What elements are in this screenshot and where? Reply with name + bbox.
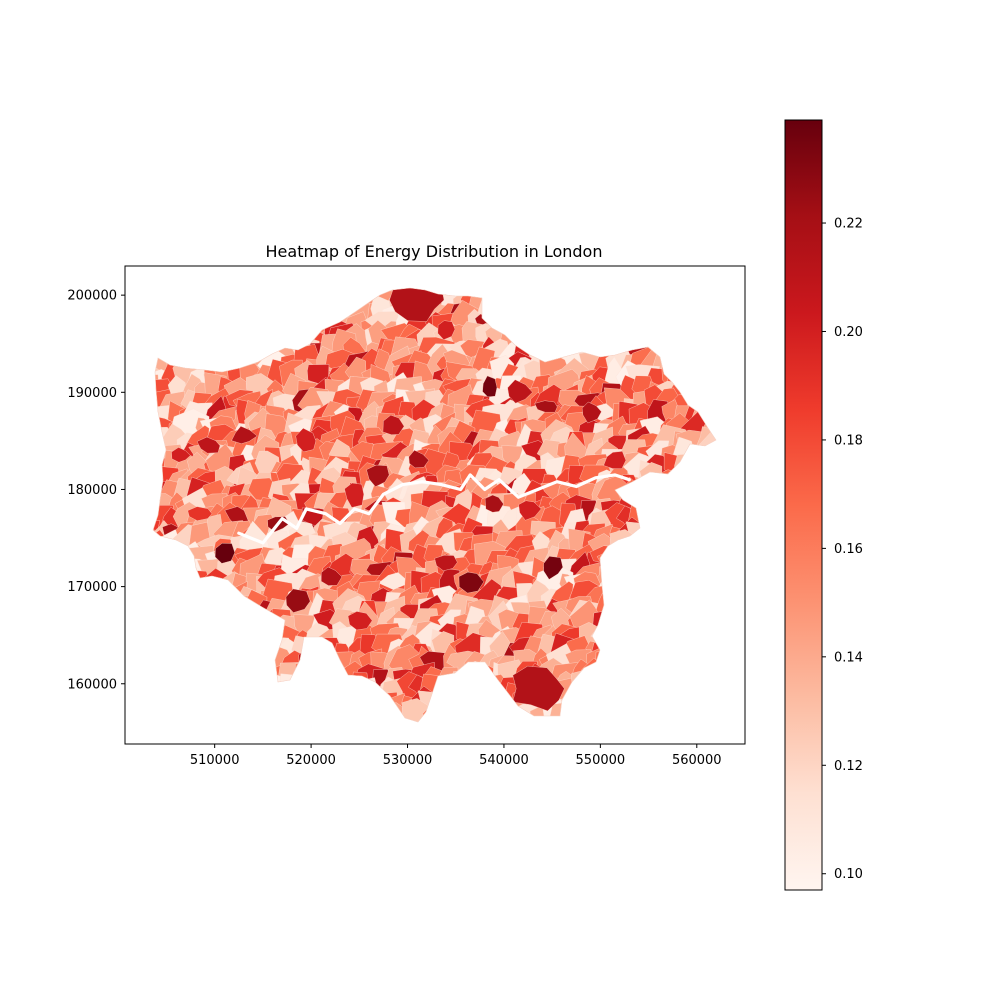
high-energy-region: [482, 375, 498, 398]
y-tick-label: 200000: [67, 289, 117, 304]
high-energy-region: [408, 449, 430, 469]
colorbar-tick-label: 0.10: [834, 867, 863, 882]
high-energy-region: [295, 427, 317, 453]
london-outline: [152, 287, 717, 723]
high-energy-region: [214, 542, 236, 564]
high-energy-region: [512, 665, 565, 712]
x-tick-label: 550000: [576, 753, 626, 768]
river-thames: [237, 473, 631, 545]
colorbar-ticks: 0.10 0.12 0.14 0.16 0.18 0.20 0.22: [822, 217, 863, 882]
high-energy-region: [171, 447, 191, 463]
colorbar-tick-label: 0.16: [834, 542, 863, 557]
high-energy-region: [437, 320, 456, 340]
plot-frame: [124, 265, 746, 745]
x-tick-label: 520000: [286, 753, 336, 768]
y-tick-label: 170000: [67, 580, 117, 595]
high-energy-region: [518, 500, 542, 521]
high-energy-region: [507, 379, 533, 404]
high-energy-region: [344, 482, 365, 508]
high-energy-region: [320, 566, 343, 586]
high-energy-region: [187, 506, 213, 521]
x-tick-label: 510000: [190, 753, 240, 768]
colorbar-tick-label: 0.14: [834, 650, 863, 665]
x-tick-label: 530000: [383, 753, 433, 768]
borough-cell: [378, 572, 411, 590]
y-tick-label: 190000: [67, 386, 117, 401]
high-energy-region: [543, 556, 564, 580]
high-energy-region: [285, 588, 311, 613]
x-axis: 510000 520000 530000 540000 550000 560000: [190, 744, 722, 768]
colorbar-tick-label: 0.22: [834, 217, 863, 232]
x-tick-label: 540000: [479, 753, 529, 768]
colorbar: 0.10 0.12 0.14 0.16 0.18 0.20 0.22: [784, 119, 863, 891]
high-energy-region: [434, 555, 458, 572]
high-energy-region: [366, 464, 390, 487]
high-energy-regions: [171, 288, 627, 712]
colorbar-tick-label: 0.20: [834, 325, 863, 340]
high-energy-region: [581, 401, 602, 424]
high-energy-region: [382, 414, 405, 435]
y-tick-label: 160000: [67, 677, 117, 692]
colorbar-tick-label: 0.12: [834, 759, 863, 774]
colorbar-tick-label: 0.18: [834, 433, 863, 448]
high-energy-region: [231, 425, 258, 444]
high-energy-region: [458, 571, 485, 594]
borough-cell: [153, 374, 160, 407]
y-axis: 160000 170000 180000 190000 200000: [67, 289, 125, 692]
high-energy-region: [603, 451, 627, 469]
high-energy-region: [534, 400, 558, 413]
chart-title: Heatmap of Energy Distribution in London: [266, 242, 603, 261]
high-energy-region: [196, 436, 221, 454]
high-energy-region: [484, 494, 504, 513]
colorbar-gradient: [784, 119, 823, 891]
y-tick-label: 180000: [67, 483, 117, 498]
x-tick-label: 560000: [672, 753, 722, 768]
high-energy-region: [347, 611, 373, 631]
